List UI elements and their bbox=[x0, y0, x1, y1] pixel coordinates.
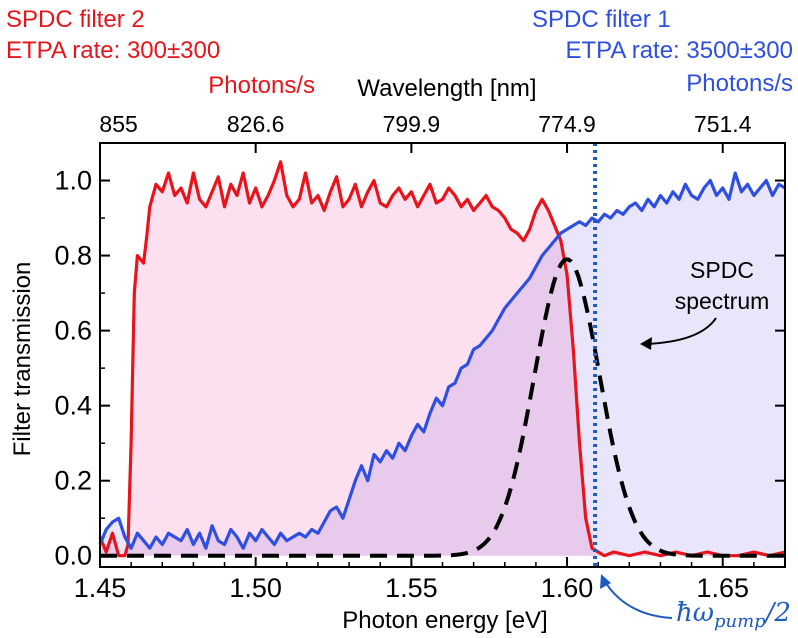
x-tick-label: 1.45 bbox=[74, 573, 127, 603]
spdc-annotation-line2: spectrum bbox=[675, 288, 770, 314]
spdc-spectrum-line bbox=[100, 257, 785, 558]
pump-annotation-symbol: ħω bbox=[676, 598, 714, 628]
top-tick-label: 751.4 bbox=[694, 111, 752, 137]
pump-annotation-arrowhead bbox=[600, 574, 611, 589]
y-tick-label: 0.8 bbox=[54, 241, 92, 271]
filter1-fill bbox=[100, 173, 785, 556]
plot-area bbox=[98, 142, 786, 568]
y-axis-title: Filter transmission bbox=[9, 262, 36, 457]
y-tick-label: 1.0 bbox=[54, 166, 92, 196]
x-axis-ticks: 1.45 1.50 1.55 1.60 1.65 bbox=[74, 143, 755, 603]
spdc-annotation-arrowhead bbox=[640, 337, 652, 350]
x-tick-label: 1.50 bbox=[229, 573, 282, 603]
fills bbox=[100, 161, 785, 556]
pump-annotation-tail: /2 bbox=[763, 598, 791, 628]
top-tick-label: 826.6 bbox=[227, 111, 285, 137]
legend-filter2-name: SPDC filter 2 bbox=[6, 6, 145, 33]
pump-annotation-sub: pump bbox=[714, 611, 766, 632]
filter2-fill bbox=[100, 161, 785, 556]
legend-filter2: SPDC filter 2 ETPA rate: 300±300 Photons… bbox=[6, 6, 315, 99]
x-tick-label: 1.60 bbox=[541, 573, 594, 603]
top-axis-title: Wavelength [nm] bbox=[357, 75, 536, 102]
spdc-annotation-arrow bbox=[644, 317, 717, 345]
legend-filter1-rate: ETPA rate: 3500±300 bbox=[565, 37, 793, 64]
top-tick-label: 855 bbox=[99, 111, 137, 137]
filter2-line bbox=[98, 160, 786, 558]
spdc-annotation-line1: SPDC bbox=[690, 257, 754, 283]
filter1-line bbox=[98, 171, 786, 550]
top-tick-label: 799.9 bbox=[383, 111, 441, 137]
legend-filter1-name: SPDC filter 1 bbox=[532, 6, 671, 33]
legend-filter2-rate: ETPA rate: 300±300 bbox=[6, 37, 220, 64]
top-axis-ticks: 855 826.6 799.9 774.9 751.4 bbox=[99, 111, 751, 137]
legend-filter1: SPDC filter 1 ETPA rate: 3500±300 Photon… bbox=[532, 6, 793, 97]
legend-filter2-unit: Photons/s bbox=[208, 72, 315, 99]
pump-annotation: ħωpump/2 bbox=[600, 574, 791, 632]
y-tick-label: 0.4 bbox=[54, 391, 92, 421]
legend-filter1-unit: Photons/s bbox=[686, 70, 793, 97]
pump-annotation-label: ħωpump/2 bbox=[676, 598, 791, 632]
y-tick-label: 0.2 bbox=[54, 466, 92, 496]
x-tick-label: 1.65 bbox=[696, 573, 749, 603]
y-axis-ticks: 0.0 0.2 0.4 0.6 0.8 1.0 bbox=[54, 142, 785, 571]
top-tick-label: 774.9 bbox=[538, 111, 596, 137]
x-tick-label: 1.55 bbox=[385, 573, 438, 603]
pump-annotation-arrow bbox=[603, 579, 673, 619]
y-tick-label: 0.0 bbox=[54, 541, 92, 571]
y-tick-label: 0.6 bbox=[54, 316, 92, 346]
spdc-spectrum-annotation: SPDC spectrum bbox=[640, 257, 769, 350]
x-axis-title: Photon energy [eV] bbox=[342, 607, 547, 634]
lines bbox=[98, 160, 786, 558]
